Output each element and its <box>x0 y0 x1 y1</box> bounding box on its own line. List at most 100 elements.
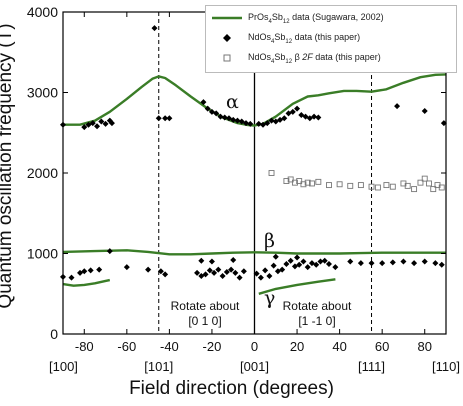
data-point-square <box>296 178 303 185</box>
data-point-diamond <box>242 120 249 127</box>
data-point-diamond <box>94 123 101 130</box>
legend-text-part: Sb <box>274 31 286 42</box>
data-point-diamond <box>204 105 211 112</box>
legend-text-part: PrOs <box>248 11 269 22</box>
data-point-diamond <box>200 99 207 106</box>
legend: PrOs4Sb12 data (Sugawara, 2002) NdOs4Sb1… <box>205 5 457 73</box>
data-point-diamond <box>268 117 275 124</box>
data-point-diamond <box>162 271 169 278</box>
data-point-diamond <box>211 269 218 276</box>
data-point-square <box>300 181 307 188</box>
legend-text-part: 12 <box>282 18 290 25</box>
data-point-diamond <box>257 274 264 281</box>
data-point-diamond <box>240 268 247 275</box>
data-point-diamond <box>232 269 239 276</box>
data-point-square <box>309 180 315 187</box>
legend-diamond-marker <box>212 33 242 43</box>
legend-text-part: 4 <box>271 38 275 45</box>
data-point-square <box>426 180 432 187</box>
data-point-diamond <box>234 117 241 124</box>
data-point-diamond <box>294 105 301 112</box>
data-point-square <box>347 182 354 189</box>
data-point-diamond <box>98 118 105 125</box>
data-point-diamond <box>325 260 332 267</box>
data-point-square <box>411 186 418 193</box>
data-point-diamond <box>155 115 162 122</box>
data-point-square <box>315 178 322 185</box>
data-point-diamond <box>217 113 224 120</box>
data-point-square <box>389 183 396 190</box>
data-point-diamond <box>421 108 428 115</box>
legend-text-part: data (this paper) <box>292 31 361 42</box>
data-point-square <box>304 179 311 186</box>
rotate-annotation-left-line1: Rotate about <box>170 299 240 313</box>
data-point-square <box>430 186 437 193</box>
data-point-diamond <box>253 270 260 277</box>
data-point-diamond <box>228 266 235 273</box>
legend-text-part: 4 <box>271 58 275 65</box>
data-point-diamond <box>270 262 277 269</box>
data-point-diamond <box>379 260 386 267</box>
fit-line <box>62 278 111 287</box>
direction-label: [111] <box>358 359 385 374</box>
data-point-diamond <box>289 108 296 115</box>
data-point-square <box>268 170 275 176</box>
gamma-annotation: γ <box>264 287 276 309</box>
data-point-diamond <box>281 115 288 122</box>
rotate-annotation-left-line2: [0 1 0] <box>188 314 222 328</box>
data-point-diamond <box>389 259 396 266</box>
legend-text-part: 12 <box>285 58 293 65</box>
data-point-diamond <box>236 274 243 281</box>
legend-entry: NdOs4Sb12 β 2F data (this paper) <box>212 50 381 66</box>
data-point-square <box>368 183 375 190</box>
data-points <box>60 25 447 281</box>
data-point-diamond <box>87 267 94 274</box>
rotate-annotation-right-line2: [1 -1 0] <box>298 314 336 328</box>
data-point-diamond <box>208 258 215 265</box>
x-tick-label: -20 <box>203 339 222 354</box>
data-point-square <box>357 182 364 189</box>
legend-text-part: data (this paper) <box>312 51 381 62</box>
data-point-diamond <box>311 113 318 120</box>
x-tick-label: 0 <box>251 339 258 354</box>
data-point-diamond <box>215 266 222 273</box>
x-tick-label: 60 <box>375 339 389 354</box>
data-point-diamond <box>102 120 109 127</box>
data-point-square <box>287 176 294 183</box>
legend-square-marker <box>212 53 242 63</box>
data-point-diamond <box>272 253 279 260</box>
data-point-square <box>421 175 428 182</box>
data-point-diamond <box>81 124 88 131</box>
data-point-diamond <box>315 114 322 121</box>
data-point-diamond <box>166 115 173 122</box>
x-axis-label: Field direction (degrees) <box>129 378 334 399</box>
fit-line <box>258 278 336 295</box>
data-point-square <box>438 184 445 191</box>
data-point-square <box>291 179 298 186</box>
data-point-diamond <box>157 268 164 275</box>
data-point-square <box>326 182 332 189</box>
legend-text-part: 2F <box>302 51 313 62</box>
data-point-diamond <box>332 264 339 271</box>
rotate-annotation-right-line1: Rotate about <box>282 299 352 313</box>
legend-text-part: NdOs <box>248 31 272 42</box>
y-tick-label: 2000 <box>27 165 58 181</box>
data-point-diamond <box>194 269 201 276</box>
alpha-annotation: α <box>226 91 239 113</box>
data-point-diamond <box>304 264 311 271</box>
direction-label: [101] <box>144 359 173 374</box>
data-point-diamond <box>317 258 324 265</box>
data-point-diamond <box>400 258 407 265</box>
data-point-diamond <box>357 260 364 267</box>
legend-text-part: Sb <box>274 51 286 62</box>
fit-curves <box>62 73 447 295</box>
legend-text-part: 4 <box>268 18 272 25</box>
data-point-diamond <box>162 115 169 122</box>
data-point-diamond <box>394 103 401 110</box>
data-point-square <box>417 179 424 186</box>
direction-label: [001] <box>240 359 269 374</box>
data-point-diamond <box>421 258 428 265</box>
y-axis-label: Quantum oscillation frequency (T) <box>0 23 16 309</box>
